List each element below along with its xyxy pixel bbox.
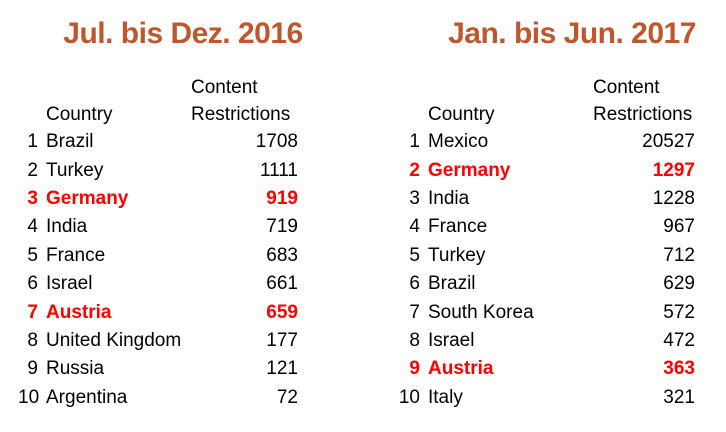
value-header-line1: Content: [191, 76, 258, 98]
table-row: 5 France 683: [18, 242, 298, 270]
value-header-line1: Content: [593, 76, 660, 98]
value-cell: 683: [266, 244, 298, 266]
table-row: 8 United Kingdom 177: [18, 327, 298, 355]
table-2017-title: Jan. bis Jun. 2017: [448, 17, 696, 50]
rank-cell: 1: [27, 131, 38, 153]
rank-cell: 2: [409, 159, 420, 181]
value-header-line2: Restrictions: [191, 103, 291, 125]
table-row: 10 Italy 321: [398, 384, 695, 412]
table-header-row: Country Restrictions: [18, 101, 298, 128]
value-cell: 177: [266, 329, 298, 351]
value-cell: 661: [266, 273, 298, 295]
table-2017-rows: 1 Mexico 20527 2 Germany 1297 3 India 1228 4 Franc…: [398, 128, 695, 412]
rank-cell: 8: [27, 329, 38, 351]
table-row: 3 Germany 919: [18, 185, 298, 213]
rank-cell: 5: [27, 244, 38, 266]
rank-cell: 6: [27, 273, 38, 295]
rank-cell: 2: [27, 159, 38, 181]
rank-cell: 4: [27, 216, 38, 238]
country-cell: Austria: [46, 301, 112, 323]
country-cell: India: [428, 187, 470, 209]
table-2016-title: Jul. bis Dez. 2016: [63, 17, 303, 50]
rank-cell: 8: [409, 329, 420, 351]
value-cell: 712: [663, 244, 695, 266]
table-header-row: Content: [398, 74, 695, 101]
table-row: 1 Brazil 1708: [18, 128, 298, 156]
rank-cell: 10: [18, 386, 40, 408]
table-row: 4 France 967: [398, 213, 695, 241]
table-row: 1 Mexico 20527: [398, 128, 695, 156]
table-row: 7 Austria 659: [18, 298, 298, 326]
country-cell: France: [428, 216, 488, 238]
table-header-row: Country Restrictions: [398, 101, 695, 128]
value-cell: 719: [266, 216, 298, 238]
country-cell: Russia: [46, 358, 105, 380]
value-cell: 1297: [652, 159, 695, 181]
value-cell: 572: [663, 301, 695, 323]
value-cell: 1111: [259, 159, 298, 181]
value-cell: 363: [663, 358, 695, 380]
country-cell: Germany: [46, 187, 129, 209]
value-cell: 72: [276, 386, 298, 408]
rank-cell: 9: [409, 358, 420, 380]
table-header-row: Content: [18, 74, 298, 101]
table-row: 9 Austria 363: [398, 355, 695, 383]
value-cell: 919: [266, 187, 298, 209]
country-cell: Turkey: [428, 244, 486, 266]
table-row: 6 Brazil 629: [398, 270, 695, 298]
table-row: 10 Argentina 72: [18, 384, 298, 412]
table-row: 2 Germany 1297: [398, 156, 695, 184]
value-cell: 472: [663, 329, 695, 351]
rank-cell: 6: [409, 273, 420, 295]
value-cell: 967: [663, 216, 695, 238]
country-cell: Turkey: [46, 159, 104, 181]
table-2016-rows: 1 Brazil 1708 2 Turkey 1111 3 Germany 919 4 India 7…: [18, 128, 298, 412]
country-header-label: Country: [428, 103, 495, 125]
rank-cell: 3: [27, 187, 38, 209]
table-2016: Content Country Restrictions 1 Brazil 1708…: [18, 74, 298, 412]
country-cell: Israel: [428, 329, 475, 351]
value-cell: 121: [266, 358, 298, 380]
value-cell: 659: [266, 301, 298, 323]
table-row: 2 Turkey 1111: [18, 156, 298, 184]
country-cell: Argentina: [46, 386, 128, 408]
country-cell: India: [46, 216, 88, 238]
rank-cell: 7: [409, 301, 420, 323]
rank-cell: 3: [409, 187, 420, 209]
rank-cell: 4: [409, 216, 420, 238]
country-cell: Germany: [428, 159, 511, 181]
rank-cell: 7: [27, 301, 38, 323]
value-header-line2: Restrictions: [593, 103, 693, 125]
value-cell: 1228: [652, 187, 695, 209]
table-2017: Content Country Restrictions 1 Mexico 2052…: [398, 74, 695, 412]
country-header-label: Country: [46, 103, 113, 125]
table-row: 9 Russia 121: [18, 355, 298, 383]
value-cell: 1708: [255, 131, 298, 153]
country-cell: Israel: [46, 273, 93, 295]
value-cell: 321: [663, 386, 695, 408]
country-cell: Austria: [428, 358, 494, 380]
table-row: 6 Israel 661: [18, 270, 298, 298]
table-row: 7 South Korea 572: [398, 298, 695, 326]
rank-cell: 10: [398, 386, 420, 408]
rank-cell: 1: [409, 131, 420, 153]
table-row: 4 India 719: [18, 213, 298, 241]
country-cell: France: [46, 244, 106, 266]
country-cell: United Kingdom: [46, 329, 182, 351]
table-row: 5 Turkey 712: [398, 242, 695, 270]
table-row: 8 Israel 472: [398, 327, 695, 355]
table-row: 3 India 1228: [398, 185, 695, 213]
country-cell: Brazil: [428, 273, 476, 295]
country-cell: Italy: [428, 386, 463, 408]
rank-cell: 5: [409, 244, 420, 266]
value-cell: 629: [663, 273, 695, 295]
country-cell: South Korea: [428, 301, 534, 323]
country-cell: Brazil: [46, 131, 94, 153]
country-cell: Mexico: [428, 131, 489, 153]
value-cell: 20527: [642, 131, 695, 153]
rank-cell: 9: [27, 358, 38, 380]
